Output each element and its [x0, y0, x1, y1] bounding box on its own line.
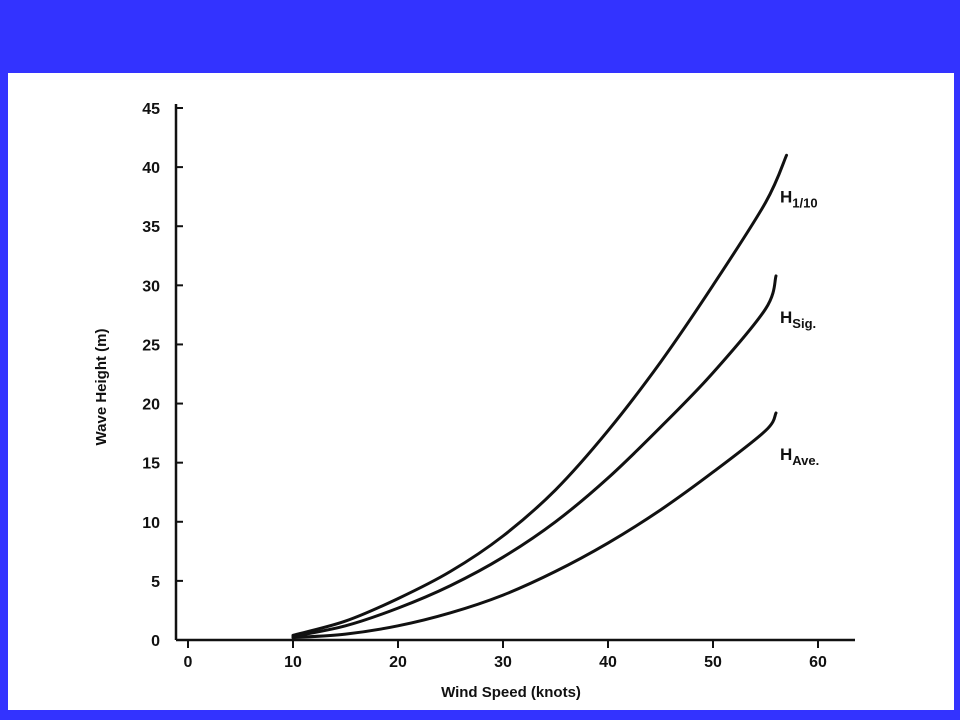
- y-tick-label: 15: [142, 456, 160, 473]
- y-tick-label: 0: [151, 633, 160, 650]
- x-tick-label: 20: [389, 654, 407, 671]
- y-tick-label: 5: [151, 574, 160, 591]
- x-tick-label: 40: [599, 654, 617, 671]
- series-curve-1: [291, 274, 778, 638]
- y-tick-label: 45: [142, 101, 160, 118]
- series-curves: [291, 153, 788, 640]
- series-curve-2: [291, 411, 778, 640]
- series-label-0: H1/10: [780, 187, 818, 210]
- x-tick-label: 50: [704, 654, 722, 671]
- x-axis-ticks: 0 10 20 30 40 50 60: [184, 640, 827, 671]
- x-axis-title: Wind Speed (knots): [441, 684, 581, 701]
- x-tick-label: 0: [184, 654, 193, 671]
- y-tick-label: 10: [142, 515, 160, 532]
- x-tick-label: 30: [494, 654, 512, 671]
- series-curve-0: [291, 153, 788, 637]
- title-banner: [0, 0, 960, 73]
- x-tick-label: 60: [809, 654, 827, 671]
- series-label-1: HSig.: [780, 308, 816, 331]
- y-tick-label: 30: [142, 278, 160, 295]
- series-labels: H1/10 HSig. HAve.: [780, 187, 819, 468]
- x-tick-label: 10: [284, 654, 302, 671]
- y-tick-label: 20: [142, 397, 160, 414]
- y-tick-label: 40: [142, 160, 160, 177]
- y-tick-label: 35: [142, 219, 160, 236]
- y-axis-title: Wave Height (m): [93, 329, 110, 446]
- y-axis-ticks: 0 5 10 15 20 25 30 35 40 45: [142, 101, 183, 650]
- series-label-2: HAve.: [780, 445, 819, 468]
- y-tick-label: 25: [142, 337, 160, 354]
